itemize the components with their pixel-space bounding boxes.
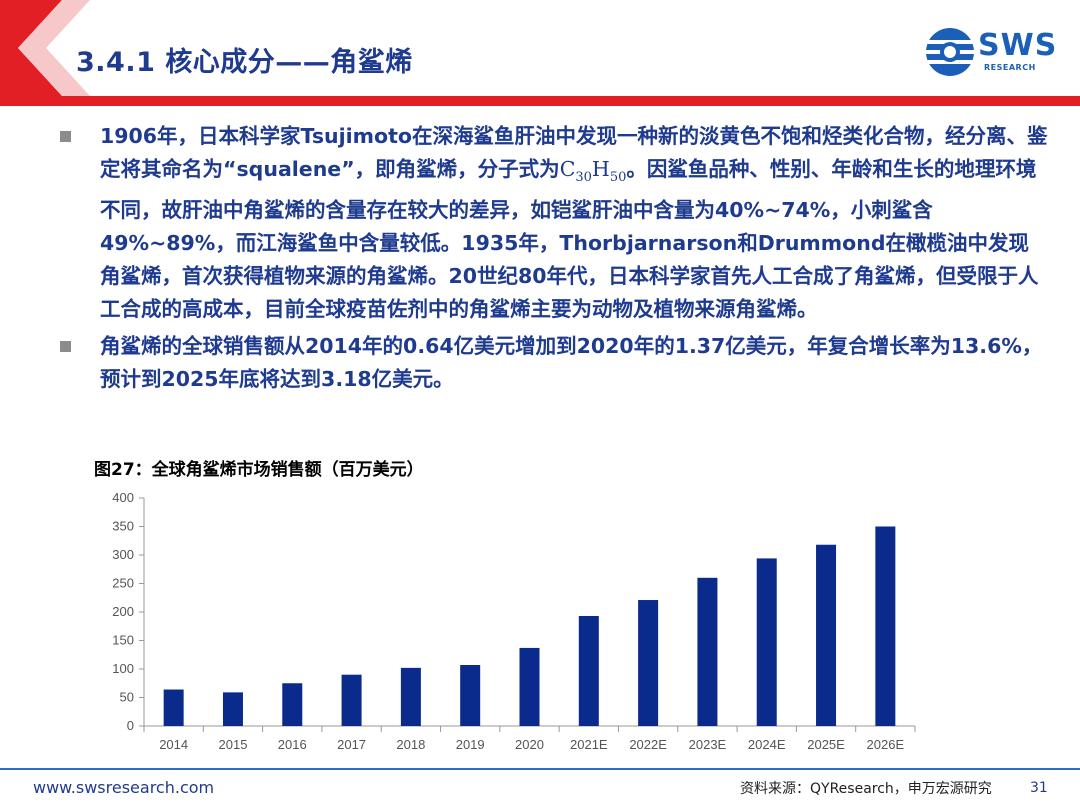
page-number: 31 bbox=[1030, 780, 1048, 796]
bar-2021E bbox=[578, 615, 599, 726]
y-tick-label: 400 bbox=[112, 490, 134, 505]
logo-text: SWS bbox=[978, 28, 1058, 63]
y-tick-label: 250 bbox=[112, 576, 134, 591]
bar-2017 bbox=[341, 674, 362, 726]
y-tick-label: 200 bbox=[112, 604, 134, 619]
x-tick-label: 2026E bbox=[867, 737, 905, 752]
x-tick-label: 2025E bbox=[807, 737, 845, 752]
x-tick-label: 2020 bbox=[515, 737, 544, 752]
paragraph-1-text-before: 1906年，日本科学家Tsujimoto在深海鲨鱼肝油中发现一种新的淡黄色不饱和… bbox=[100, 124, 1048, 181]
formula-c: C bbox=[559, 157, 576, 181]
x-tick-label: 2019 bbox=[456, 737, 485, 752]
bullet-square-icon bbox=[60, 131, 71, 142]
y-tick-label: 150 bbox=[112, 633, 134, 648]
bar-chart: 0 50 100 150 200 250 300 350 400 2014 2015 2016 2017… bbox=[112, 490, 916, 752]
bar-2025E bbox=[816, 544, 837, 726]
x-tick-label: 2016 bbox=[278, 737, 307, 752]
formula-c-sub: 30 bbox=[575, 170, 592, 186]
header-corner-decoration bbox=[0, 0, 90, 96]
bar-2018 bbox=[400, 667, 421, 726]
x-tick-label: 2015 bbox=[219, 737, 248, 752]
paragraph-2-text: 角鲨烯的全球销售额从2014年的0.64亿美元增加到2020年的1.37亿美元，… bbox=[100, 334, 1043, 392]
body-content: 1906年，日本科学家Tsujimoto在深海鲨鱼肝油中发现一种新的淡黄色不饱和… bbox=[58, 120, 1048, 400]
bar-2019 bbox=[460, 665, 481, 726]
molecular-formula: C30H50 bbox=[559, 157, 627, 185]
y-tick-label: 350 bbox=[112, 519, 134, 534]
bullet-paragraph-2: 角鲨烯的全球销售额从2014年的0.64亿美元增加到2020年的1.37亿美元，… bbox=[58, 330, 1048, 396]
header-divider bbox=[0, 96, 1080, 106]
page-title: 3.4.1 核心成分——角鲨烯 bbox=[76, 47, 413, 78]
x-tick-label: 2024E bbox=[748, 737, 786, 752]
x-tick-label: 2023E bbox=[689, 737, 727, 752]
x-tick-label: 2021E bbox=[570, 737, 608, 752]
bar-2020 bbox=[519, 647, 540, 726]
bar-2026E bbox=[875, 526, 896, 726]
bullet-paragraph-1: 1906年，日本科学家Tsujimoto在深海鲨鱼肝油中发现一种新的淡黄色不饱和… bbox=[58, 120, 1048, 326]
y-tick-label: 300 bbox=[112, 547, 134, 562]
y-tick-label: 50 bbox=[120, 690, 134, 705]
y-tick-label: 0 bbox=[127, 718, 134, 733]
footer-source: 资料来源：QYResearch，申万宏源研究 bbox=[740, 781, 992, 797]
figure-title: 图27：全球角鲨烯市场销售额（百万美元） bbox=[94, 460, 424, 480]
bar-2023E bbox=[697, 577, 718, 726]
footer-url: www.swsresearch.com bbox=[33, 778, 215, 797]
x-tick-label: 2018 bbox=[396, 737, 425, 752]
x-tick-label: 2017 bbox=[337, 737, 366, 752]
logo-subtext: RESEARCH bbox=[984, 63, 1036, 72]
bar-2024E bbox=[756, 558, 777, 726]
x-tick-label: 2014 bbox=[159, 737, 188, 752]
bar-2014 bbox=[163, 689, 184, 726]
formula-h-sub: 50 bbox=[609, 170, 627, 186]
paragraph-1-text-after: 。因鲨鱼品种、性别、年龄和生长的地理环境不同，故肝油中角鲨烯的含量存在较大的差异… bbox=[100, 157, 1039, 322]
bar-2016 bbox=[282, 683, 303, 726]
bullet-square-icon bbox=[60, 341, 71, 353]
formula-h: H bbox=[591, 157, 610, 181]
footer-divider bbox=[0, 768, 1080, 770]
bar-2022E bbox=[638, 600, 659, 726]
sws-logo: SWS RESEARCH bbox=[924, 26, 1059, 82]
y-tick-label: 100 bbox=[112, 661, 134, 676]
x-tick-label: 2022E bbox=[629, 737, 667, 752]
logo-globe-icon bbox=[926, 28, 974, 76]
bar-2015 bbox=[222, 692, 243, 726]
